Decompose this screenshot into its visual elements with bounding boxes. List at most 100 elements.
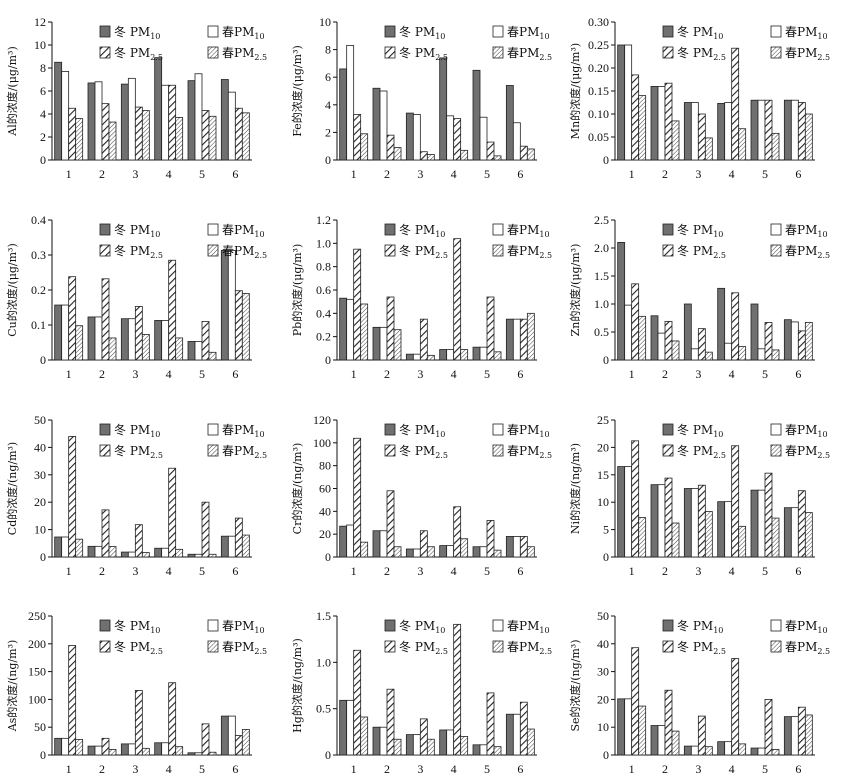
x-tick-label: 5 [484, 762, 490, 776]
legend-swatch-s10 [770, 223, 782, 236]
y-tick-label: 0 [603, 748, 609, 762]
legend-label-s25: 春PM2.5 [222, 46, 267, 62]
legend-swatch-w25 [384, 444, 396, 457]
x-tick-label: 2 [99, 367, 105, 381]
x-tick-label: 5 [484, 367, 490, 381]
bar-w10-site-6 [783, 319, 792, 361]
y-tick-label: 50 [34, 720, 46, 734]
bar-s25-site-3 [141, 334, 150, 361]
x-tick-label: 1 [629, 367, 635, 381]
x-tick-label: 4 [451, 564, 457, 578]
x-tick-label: 6 [232, 564, 238, 578]
bar-w10-site-1 [339, 68, 348, 161]
bar-w25-site-2 [386, 490, 395, 558]
bar-w10-site-3 [683, 102, 692, 161]
y-tick-label: 2 [325, 125, 331, 139]
x-tick-label: 5 [762, 762, 768, 776]
bar-s10-site-6 [512, 318, 521, 361]
y-tick-label: 5 [603, 523, 609, 537]
bar-s25-site-4 [738, 128, 747, 161]
legend-swatch-w10 [662, 25, 674, 38]
y-tick-label: 1.2 [316, 213, 331, 227]
bar-s10-site-5 [757, 348, 766, 361]
legend-swatch-w10 [662, 619, 674, 632]
bar-w10-site-3 [405, 353, 414, 361]
y-tick-label: 0.4 [31, 213, 46, 227]
legend-label-s25: 春PM2.5 [507, 46, 552, 62]
legend-swatch-w25 [99, 244, 111, 257]
y-tick-label: 20 [319, 527, 331, 541]
y-tick-label: 0.8 [316, 260, 331, 274]
x-tick-label: 1 [629, 167, 635, 181]
bar-s25-site-4 [738, 743, 747, 756]
bar-s25-site-1 [75, 325, 84, 361]
bar-w25-site-6 [234, 290, 243, 361]
x-tick-label: 3 [132, 167, 138, 181]
x-tick-label: 6 [517, 167, 523, 181]
y-axis-label: Hg的浓度/(ng/m³) [290, 638, 304, 733]
x-tick-label: 2 [662, 367, 668, 381]
y-tick-label: 0.2 [31, 283, 46, 297]
bar-s10-site-5 [194, 341, 203, 361]
x-tick-label: 2 [384, 762, 390, 776]
bar-s25-site-3 [426, 546, 435, 558]
legend-swatch-w10 [384, 223, 396, 236]
bar-w10-site-4 [717, 287, 726, 361]
y-tick-label: 0 [325, 153, 331, 167]
bar-s10-site-5 [757, 747, 766, 756]
y-tick-label: 0.15 [588, 84, 609, 98]
bar-w10-site-2 [87, 82, 96, 161]
y-axis-label: Mn的浓度/(μg/m³) [568, 43, 582, 139]
bar-s10-site-2 [657, 86, 666, 161]
legend-swatch-s25 [492, 640, 504, 653]
bar-s10-site-2 [379, 530, 388, 558]
bar-s10-site-5 [479, 346, 488, 361]
bar-w10-site-2 [372, 87, 381, 161]
bar-w10-site-5 [187, 80, 196, 161]
bar-w10-site-4 [717, 103, 726, 161]
bar-w25-site-3 [134, 524, 143, 558]
bar-s25-site-5 [771, 517, 780, 558]
x-tick-label: 5 [199, 167, 205, 181]
x-tick-label: 2 [384, 167, 390, 181]
bar-w10-site-4 [439, 57, 448, 161]
legend-label-s10: 春PM10 [507, 25, 550, 41]
bar-w25-site-6 [234, 107, 243, 161]
bar-s25-site-1 [75, 538, 84, 558]
y-tick-label: 100 [28, 692, 46, 706]
y-tick-label: 0.10 [588, 107, 609, 121]
bar-s25-site-1 [360, 716, 369, 756]
legend-swatch-s10 [770, 25, 782, 38]
bar-s10-site-1 [346, 524, 355, 558]
legend-label-w10: 冬 PM10 [677, 618, 723, 635]
bar-s25-site-6 [526, 148, 535, 161]
legend-label-w25: 冬 PM2.5 [114, 45, 163, 62]
bar-s25-site-2 [671, 522, 680, 558]
bar-w25-site-3 [419, 318, 428, 361]
bar-w25-site-4 [453, 623, 462, 756]
legend-swatch-s10 [207, 619, 219, 632]
x-tick-label: 2 [99, 167, 105, 181]
y-tick-label: 0 [603, 550, 609, 564]
bar-w10-site-1 [617, 698, 626, 756]
bar-w10-site-6 [505, 318, 514, 361]
bar-w10-site-2 [650, 725, 659, 756]
bar-s10-site-5 [757, 99, 766, 161]
bar-s25-site-3 [704, 511, 713, 558]
legend-label-w25: 冬 PM2.5 [677, 639, 726, 656]
bar-w25-site-3 [134, 106, 143, 161]
bar-s25-site-6 [241, 729, 250, 756]
bar-w25-site-3 [134, 690, 143, 756]
legend-swatch-s25 [770, 444, 782, 457]
y-axis-label: Cr的浓度/(ng/m³) [290, 443, 304, 535]
legend-label-w10: 冬 PM10 [399, 24, 445, 41]
bar-w10-site-1 [339, 297, 348, 361]
chart-panel-4: 0 0.1 0.2 0.3 0.4 Cu的浓度/(μg/m³) 1 2 3 4 5 6 冬 PM10 春P… [5, 213, 267, 381]
bar-s25-site-6 [526, 312, 535, 361]
bar-w10-site-5 [472, 546, 481, 558]
legend-label-w10: 冬 PM10 [677, 24, 723, 41]
legend-label-s25: 春PM2.5 [222, 244, 267, 260]
y-tick-label: 6 [325, 70, 331, 84]
legend-label-s25: 春PM2.5 [785, 244, 830, 260]
